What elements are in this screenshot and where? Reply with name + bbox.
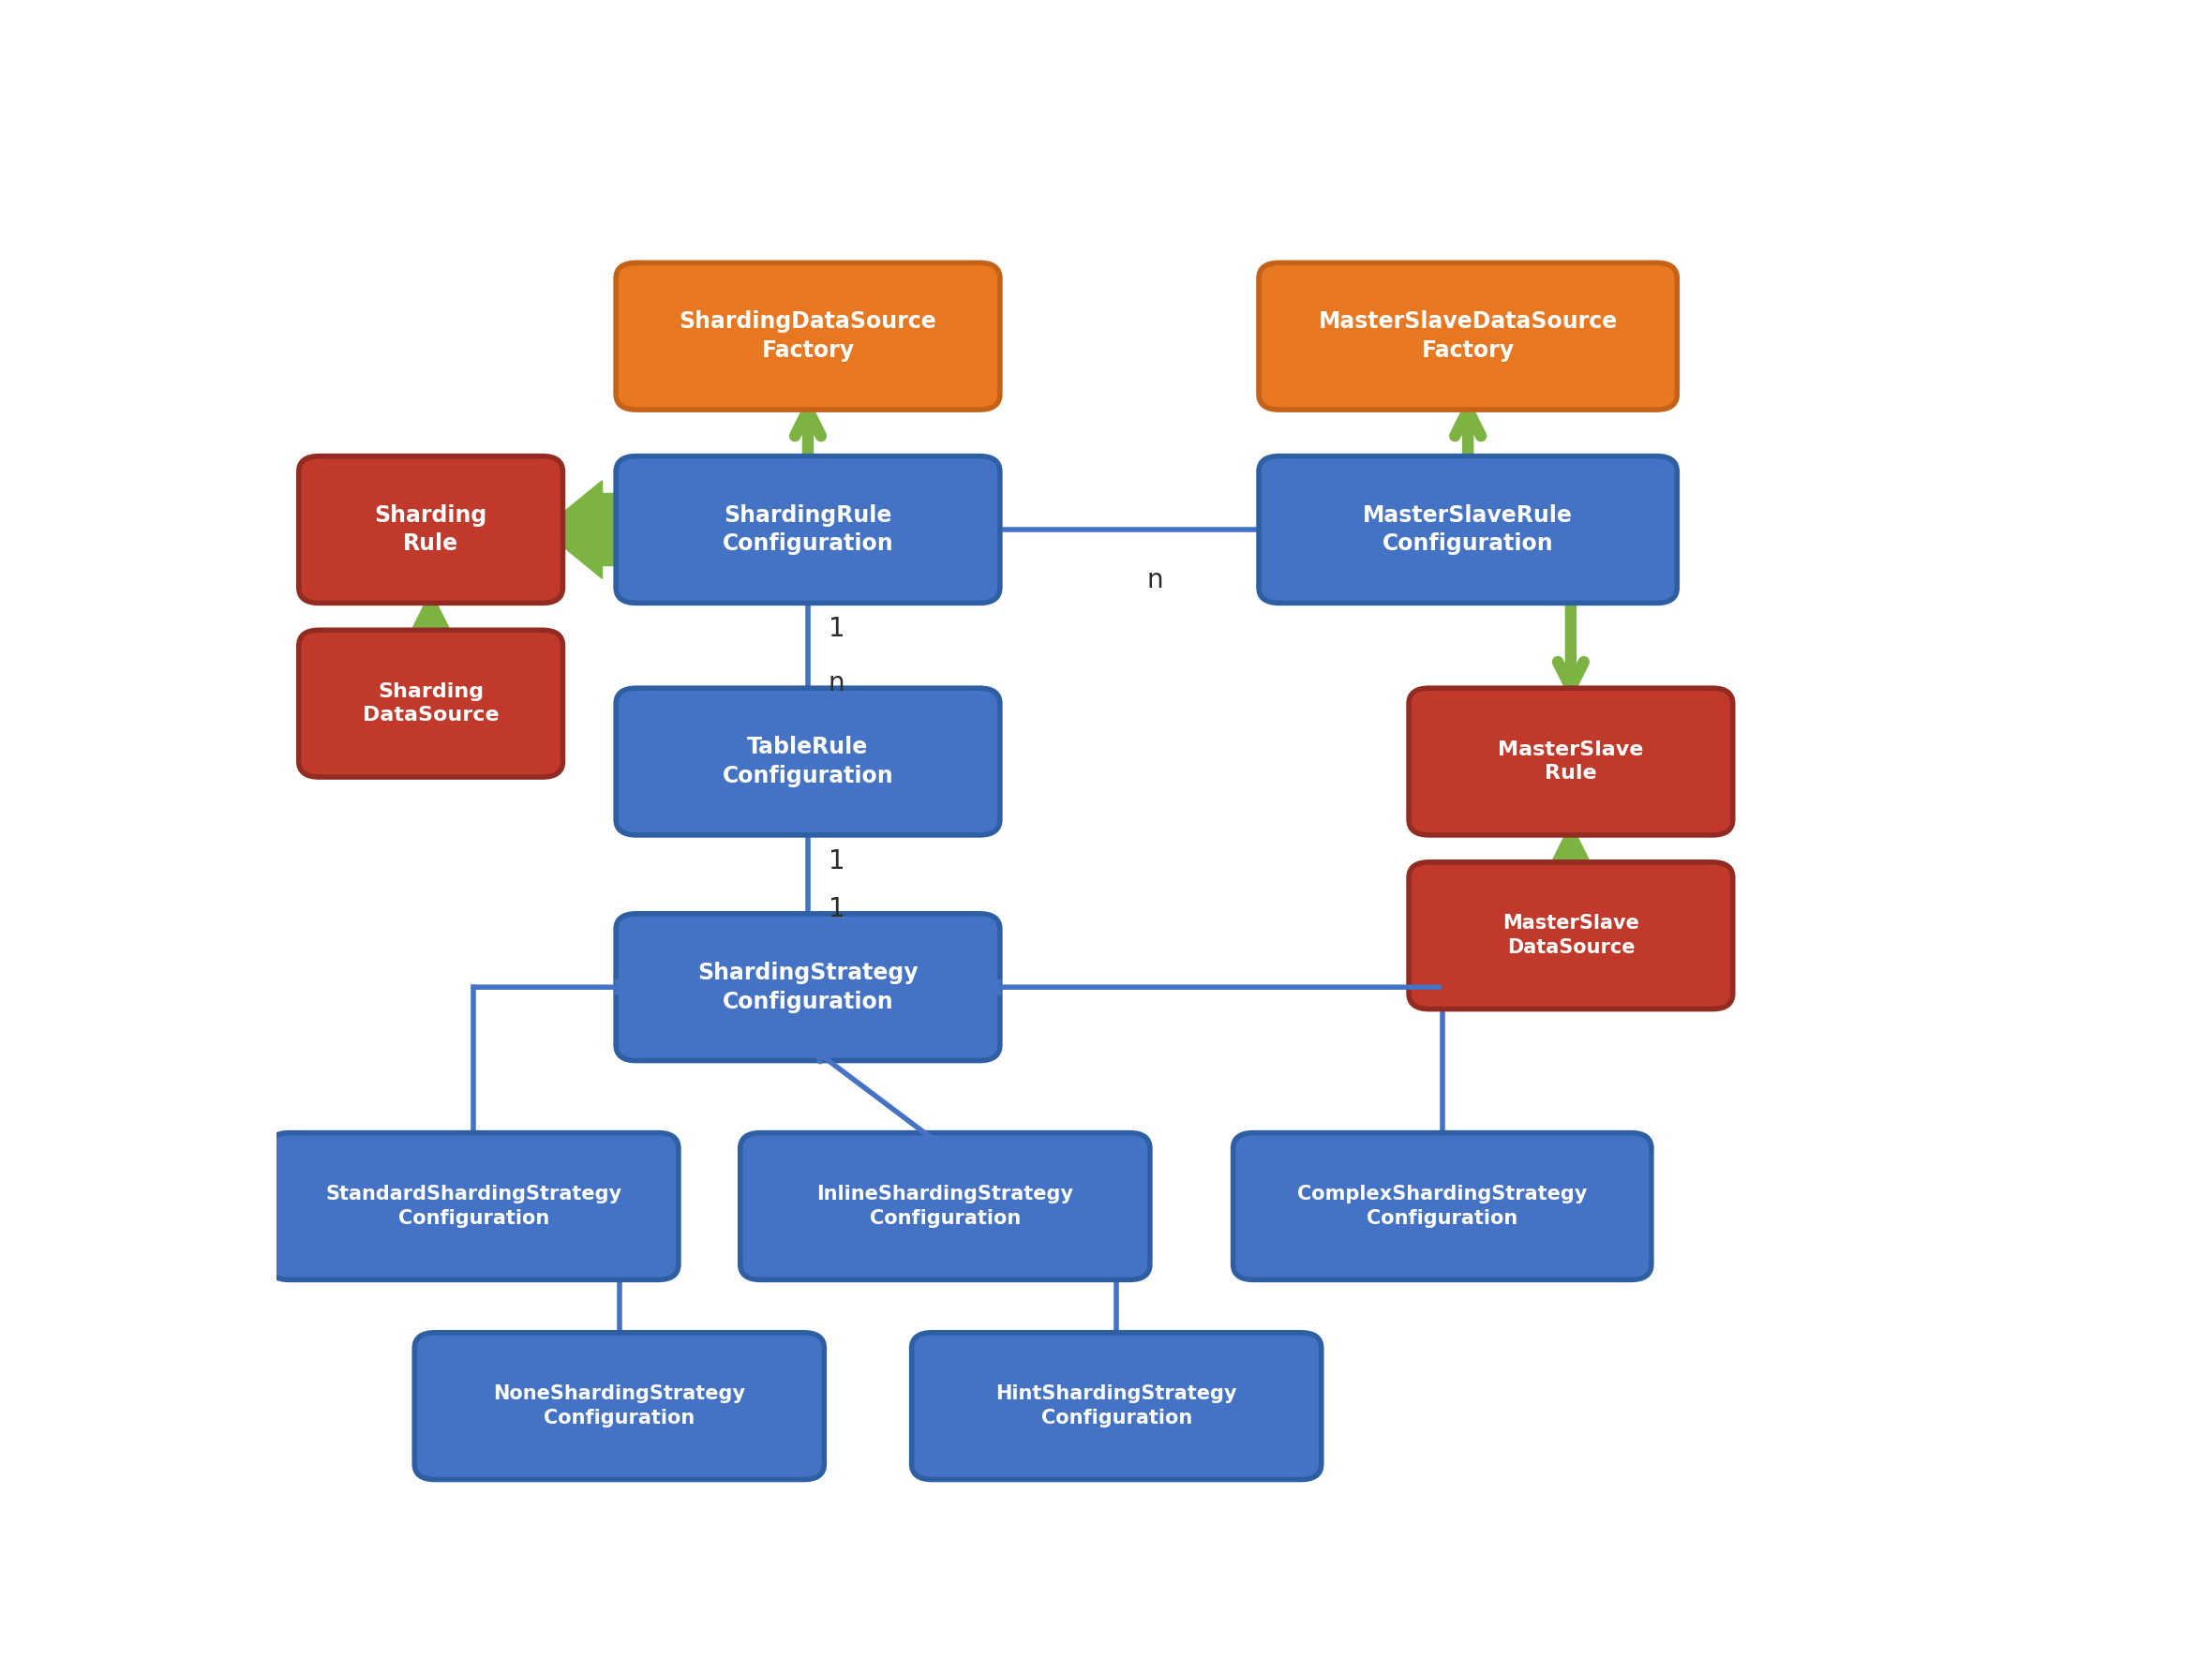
Text: 1: 1 — [830, 616, 845, 643]
FancyBboxPatch shape — [1232, 1133, 1652, 1279]
FancyBboxPatch shape — [270, 1133, 679, 1279]
Text: Sharding
Rule: Sharding Rule — [374, 504, 487, 556]
FancyBboxPatch shape — [1259, 263, 1677, 410]
FancyBboxPatch shape — [299, 455, 562, 603]
Text: HintShardingStrategy
Configuration: HintShardingStrategy Configuration — [995, 1384, 1237, 1428]
Text: ShardingStrategy
Configuration: ShardingStrategy Configuration — [697, 961, 918, 1013]
Text: 1: 1 — [830, 849, 845, 874]
FancyBboxPatch shape — [299, 629, 562, 777]
Text: NoneShardingStrategy
Configuration: NoneShardingStrategy Configuration — [493, 1384, 745, 1428]
Text: 1: 1 — [830, 896, 845, 922]
Text: ShardingRule
Configuration: ShardingRule Configuration — [723, 504, 894, 556]
FancyBboxPatch shape — [1259, 455, 1677, 603]
FancyBboxPatch shape — [615, 914, 1000, 1061]
FancyBboxPatch shape — [414, 1333, 825, 1480]
FancyBboxPatch shape — [1409, 862, 1732, 1009]
FancyBboxPatch shape — [911, 1333, 1321, 1480]
Text: StandardShardingStrategy
Configuration: StandardShardingStrategy Configuration — [325, 1185, 622, 1227]
Text: InlineShardingStrategy
Configuration: InlineShardingStrategy Configuration — [816, 1185, 1073, 1227]
Polygon shape — [542, 480, 637, 579]
Text: TableRule
Configuration: TableRule Configuration — [723, 737, 894, 787]
Text: MasterSlaveDataSource
Factory: MasterSlaveDataSource Factory — [1318, 311, 1617, 362]
FancyBboxPatch shape — [615, 455, 1000, 603]
Text: Sharding
DataSource: Sharding DataSource — [363, 683, 500, 725]
Text: ShardingDataSource
Factory: ShardingDataSource Factory — [679, 311, 936, 362]
FancyBboxPatch shape — [1409, 688, 1732, 835]
Text: MasterSlaveRule
Configuration: MasterSlaveRule Configuration — [1363, 504, 1573, 556]
Text: MasterSlave
Rule: MasterSlave Rule — [1498, 740, 1644, 783]
FancyBboxPatch shape — [741, 1133, 1150, 1279]
FancyBboxPatch shape — [615, 688, 1000, 835]
Text: n: n — [830, 670, 845, 696]
Text: MasterSlave
DataSource: MasterSlave DataSource — [1502, 914, 1639, 958]
Text: n: n — [1146, 567, 1164, 593]
FancyBboxPatch shape — [615, 263, 1000, 410]
Text: ComplexShardingStrategy
Configuration: ComplexShardingStrategy Configuration — [1296, 1185, 1588, 1227]
